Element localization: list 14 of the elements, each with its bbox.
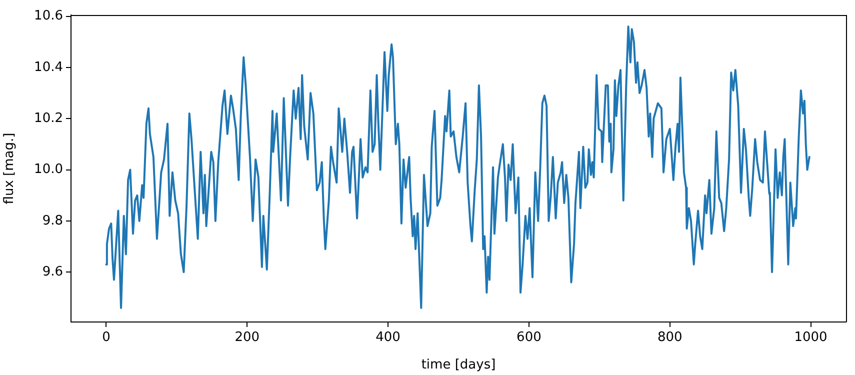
- y-tick-label: 10.6: [34, 8, 63, 24]
- x-axis-title: time [days]: [421, 358, 496, 373]
- x-tick-label: 400: [376, 330, 400, 346]
- x-tick-label: 200: [234, 330, 260, 346]
- y-tick-label: 10.4: [34, 60, 63, 75]
- x-tick-label: 0: [102, 330, 110, 346]
- y-tick-label: 9.6: [42, 264, 63, 280]
- x-tick-label: 800: [657, 330, 682, 346]
- x-tick-label: 600: [516, 330, 542, 346]
- x-tick-label: 1000: [794, 330, 828, 346]
- y-tick-label: 9.8: [42, 213, 63, 228]
- y-axis-title: flux [mag.]: [2, 132, 18, 204]
- y-tick-label: 10.0: [34, 162, 63, 178]
- y-tick-label: 10.2: [34, 110, 63, 126]
